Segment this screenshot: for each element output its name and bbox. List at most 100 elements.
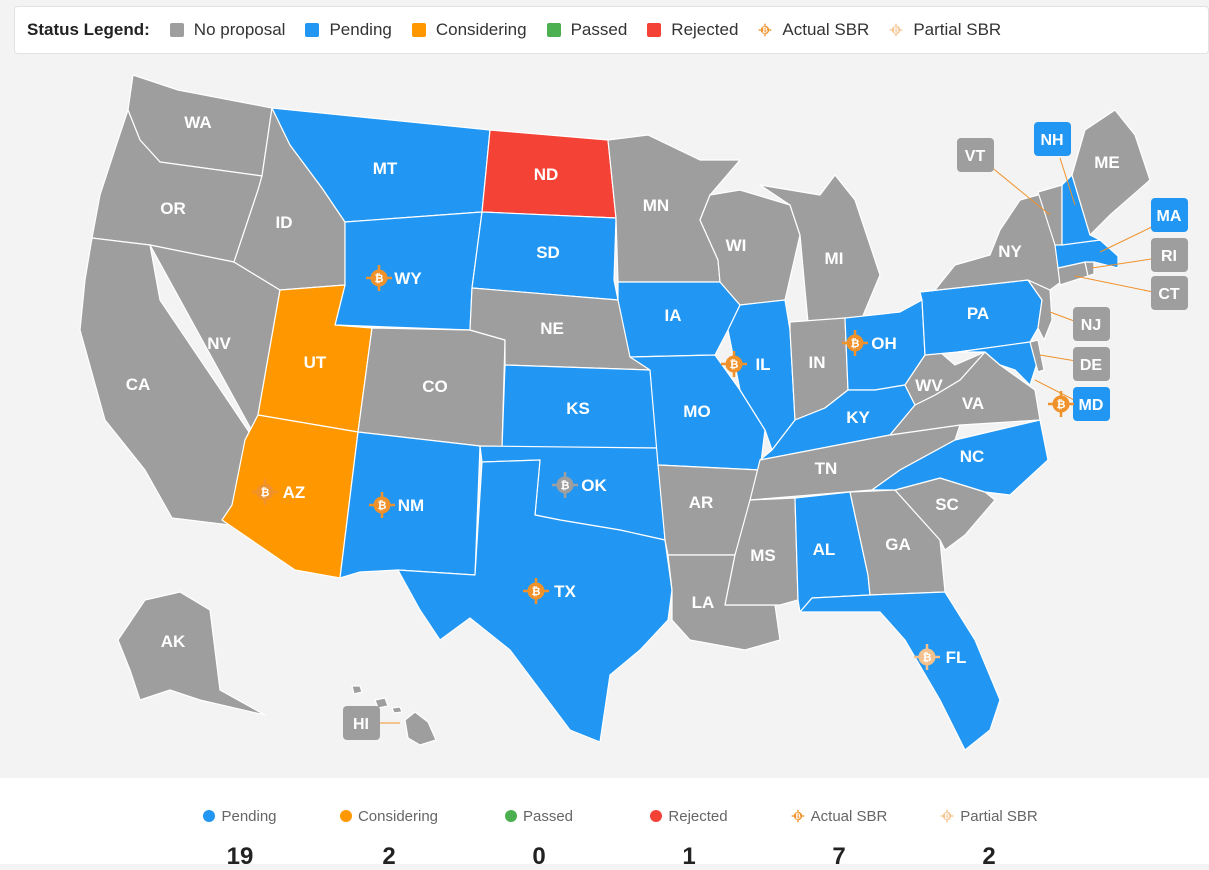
svg-text:NH: NH bbox=[1040, 132, 1063, 149]
state-box-MA[interactable] bbox=[1151, 198, 1188, 232]
state-label-NE: NE bbox=[540, 319, 564, 338]
state-label-GA: GA bbox=[885, 535, 911, 554]
state-label-AL: AL bbox=[813, 540, 836, 559]
state-box-VT[interactable] bbox=[957, 138, 994, 172]
legend-item-passed: Passed bbox=[546, 20, 627, 40]
us-map: WA OR CA NV ID MT WY UT AZ CO NM ND SD N… bbox=[0, 56, 1209, 778]
stat-value: 2 bbox=[982, 843, 996, 870]
svg-text:₿: ₿ bbox=[261, 487, 270, 499]
state-SD[interactable] bbox=[471, 211, 619, 301]
state-label-NV: NV bbox=[207, 334, 231, 353]
state-label-ID: ID bbox=[276, 213, 293, 232]
legend-item-no-proposal: No proposal bbox=[169, 20, 285, 40]
state-FL[interactable] bbox=[799, 591, 1001, 751]
bitcoin-icon: ₿ bbox=[940, 809, 954, 823]
svg-text:₿: ₿ bbox=[378, 500, 387, 512]
stat-value: 7 bbox=[832, 843, 846, 870]
state-MA[interactable] bbox=[1054, 239, 1119, 269]
stat-value: 0 bbox=[532, 843, 546, 870]
state-box-NJ[interactable] bbox=[1073, 307, 1110, 341]
state-label-PA: PA bbox=[967, 304, 989, 323]
legend-item-partial-sbr: ₿ Partial SBR bbox=[889, 20, 1001, 40]
legend-item-considering: Considering bbox=[411, 20, 527, 40]
stat-value: 19 bbox=[226, 843, 254, 870]
state-label-AR: AR bbox=[689, 493, 714, 512]
state-label-UT: UT bbox=[304, 353, 327, 372]
state-label-NC: NC bbox=[960, 447, 985, 466]
state-HI[interactable] bbox=[351, 685, 437, 746]
svg-text:₿: ₿ bbox=[944, 812, 950, 820]
state-label-WA: WA bbox=[184, 113, 211, 132]
state-DE[interactable] bbox=[1029, 339, 1045, 373]
state-label-KS: KS bbox=[566, 399, 590, 418]
state-label-NM: NM bbox=[398, 496, 424, 515]
state-box-HI[interactable] bbox=[343, 706, 380, 740]
svg-text:₿: ₿ bbox=[851, 338, 860, 350]
state-label-IA: IA bbox=[665, 306, 682, 325]
svg-text:₿: ₿ bbox=[763, 26, 769, 34]
state-label-SD: SD bbox=[536, 243, 560, 262]
state-label-KY: KY bbox=[846, 408, 870, 427]
state-label-MO: MO bbox=[683, 402, 710, 421]
state-label-OH: OH bbox=[871, 334, 897, 353]
stat-pending: Pending 19 bbox=[160, 778, 320, 869]
svg-text:MD: MD bbox=[1079, 397, 1104, 414]
svg-text:HI: HI bbox=[353, 716, 369, 733]
state-label-TN: TN bbox=[815, 459, 838, 478]
state-label-WI: WI bbox=[726, 236, 747, 255]
bitcoin-icon: ₿ bbox=[759, 23, 772, 37]
state-label-MT: MT bbox=[373, 159, 398, 178]
svg-text:MA: MA bbox=[1157, 208, 1182, 225]
us-map-svg: WA OR CA NV ID MT WY UT AZ CO NM ND SD N… bbox=[79, 74, 1188, 751]
state-label-IL: IL bbox=[755, 355, 770, 374]
svg-text:VT: VT bbox=[965, 148, 986, 165]
state-label-VA: VA bbox=[962, 394, 984, 413]
state-AK[interactable] bbox=[117, 591, 266, 716]
stat-rejected: Rejected 1 bbox=[609, 778, 769, 869]
state-label-OR: OR bbox=[160, 199, 186, 218]
state-label-MN: MN bbox=[643, 196, 669, 215]
bitcoin-icon: ₿ bbox=[890, 23, 903, 37]
svg-text:₿: ₿ bbox=[375, 273, 384, 285]
state-label-WY: WY bbox=[394, 269, 422, 288]
svg-text:₿: ₿ bbox=[795, 812, 801, 820]
bitcoin-icon: ₿ bbox=[791, 809, 804, 823]
state-ME[interactable] bbox=[1071, 109, 1151, 236]
stat-value: 1 bbox=[682, 843, 696, 870]
stat-actual-sbr: ₿ Actual SBR 7 bbox=[759, 778, 919, 869]
state-label-CO: CO bbox=[422, 377, 448, 396]
state-CA[interactable] bbox=[79, 237, 269, 526]
small-state-boxes: VT NH MA RI CT NJ DE MD HI bbox=[343, 122, 1188, 740]
state-label-MI: MI bbox=[825, 249, 844, 268]
status-counts: Pending 19 Considering 2 Passed 0 Reject… bbox=[0, 778, 1209, 869]
state-label-IN: IN bbox=[809, 353, 826, 372]
state-WI[interactable] bbox=[699, 189, 801, 306]
sbr-glyphs: ₿ ₿ ₿ ₿ ₿ ₿ ₿ ₿ ₿ bbox=[261, 273, 1066, 664]
state-label-CA: CA bbox=[126, 375, 151, 394]
state-label-OK: OK bbox=[581, 476, 607, 495]
state-box-MD[interactable] bbox=[1073, 387, 1110, 421]
state-label-ND: ND bbox=[534, 165, 559, 184]
state-label-AZ: AZ bbox=[283, 483, 306, 502]
svg-text:₿: ₿ bbox=[561, 480, 570, 492]
state-label-WV: WV bbox=[915, 376, 943, 395]
state-label-LA: LA bbox=[692, 593, 715, 612]
legend-title: Status Legend: bbox=[27, 20, 150, 39]
state-box-RI[interactable] bbox=[1151, 238, 1188, 272]
state-label-TX: TX bbox=[554, 582, 576, 601]
state-MO[interactable] bbox=[629, 354, 766, 471]
state-box-CT[interactable] bbox=[1151, 276, 1188, 310]
state-NC[interactable] bbox=[871, 419, 1049, 496]
stat-value: 2 bbox=[382, 843, 396, 870]
state-box-NH[interactable] bbox=[1034, 122, 1071, 156]
state-label-FL: FL bbox=[946, 648, 967, 667]
stat-considering: Considering 2 bbox=[309, 778, 469, 869]
svg-text:₿: ₿ bbox=[730, 359, 739, 371]
legend-item-pending: Pending bbox=[305, 20, 392, 40]
svg-text:₿: ₿ bbox=[1057, 399, 1066, 411]
svg-text:₿: ₿ bbox=[893, 26, 899, 34]
state-label-AK: AK bbox=[161, 632, 186, 651]
state-box-DE[interactable] bbox=[1073, 347, 1110, 381]
svg-text:CT: CT bbox=[1158, 286, 1180, 303]
svg-text:₿: ₿ bbox=[532, 586, 541, 598]
